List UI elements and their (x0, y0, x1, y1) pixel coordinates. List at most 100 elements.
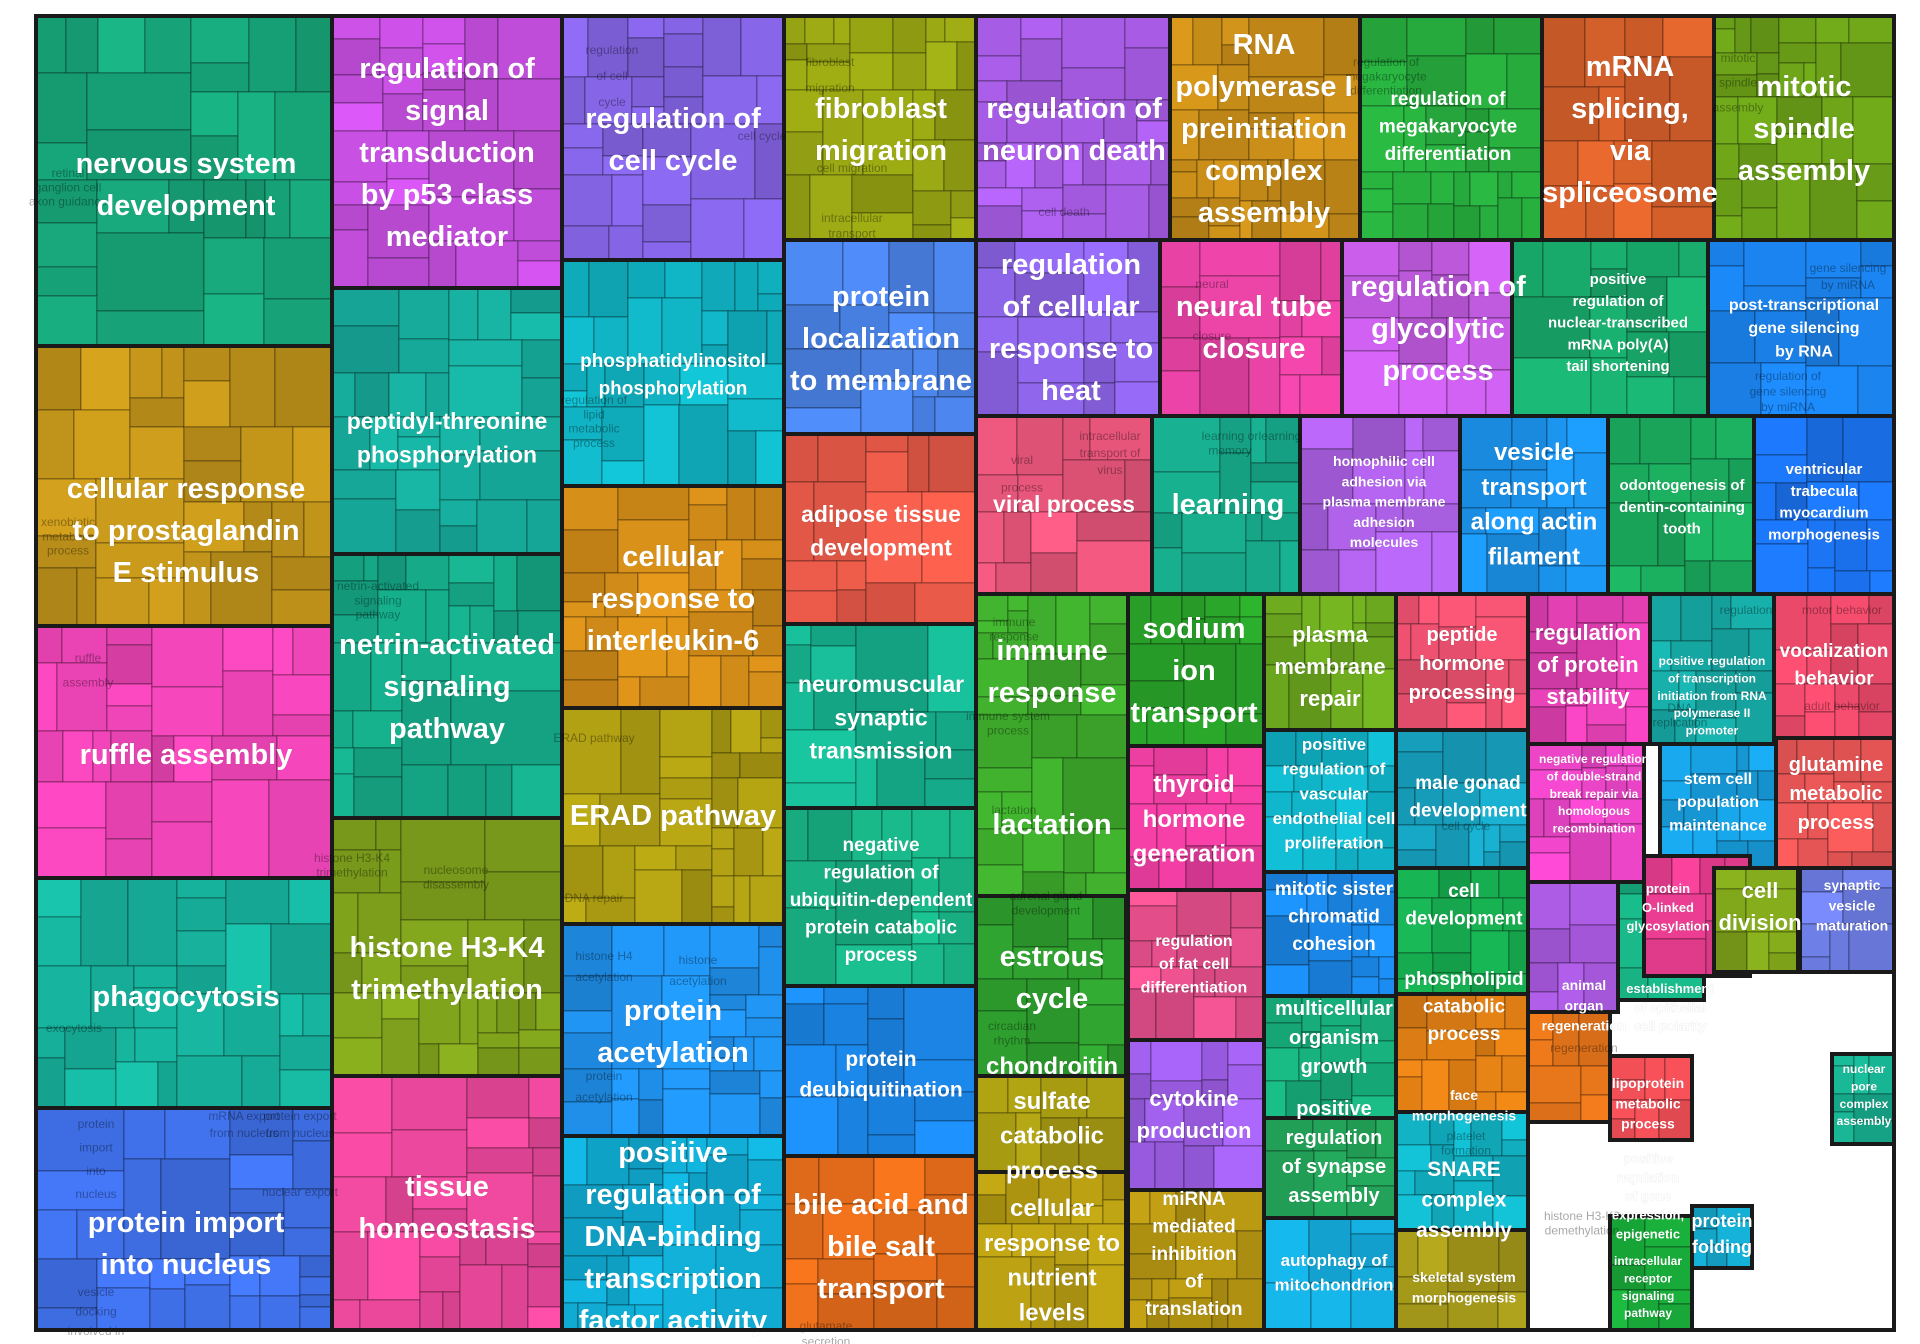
treemap-subterm-label: protein acetylation (575, 1069, 632, 1104)
treemap-cell (1475, 616, 1529, 661)
treemap-cell (593, 316, 629, 365)
treemap-cell (1483, 851, 1501, 869)
treemap-cell (1493, 15, 1543, 55)
treemap-subterm-label: histone H4 acetylation (575, 949, 633, 984)
treemap-cell (1448, 1059, 1477, 1113)
treemap-cell (183, 551, 212, 627)
treemap-cell (701, 310, 729, 346)
treemap-cell (1470, 897, 1504, 932)
treemap-cell (1230, 785, 1265, 805)
treemap-cell (1410, 623, 1440, 661)
treemap-cell (331, 817, 377, 851)
treemap-group-label: stem cell population maintenance (1669, 771, 1767, 834)
treemap-cell (709, 1093, 761, 1137)
treemap-group (1772, 592, 1896, 740)
treemap-cell (1169, 159, 1198, 173)
treemap-cell (1643, 938, 1707, 977)
treemap-group (330, 1074, 564, 1332)
treemap-cell (1001, 791, 1033, 830)
treemap-cell (1263, 1022, 1303, 1049)
treemap-cell (395, 469, 441, 511)
treemap-cell (1430, 171, 1455, 205)
treemap-group (1394, 1110, 1530, 1232)
treemap-cell (229, 1107, 294, 1156)
treemap-cell (1569, 881, 1619, 926)
treemap-cell (755, 430, 785, 487)
treemap-cell (1263, 593, 1303, 615)
treemap-cell (561, 316, 595, 365)
treemap-group (1712, 866, 1800, 974)
treemap-cell (851, 174, 914, 214)
treemap-cell (292, 625, 333, 676)
treemap-cell (747, 1135, 785, 1161)
treemap-cell (354, 372, 390, 418)
treemap-cell (1778, 42, 1817, 64)
treemap-cell (144, 15, 192, 74)
treemap-cell (860, 348, 914, 382)
treemap-subterm-label: cell cycle (1442, 819, 1491, 833)
treemap-cell (331, 1299, 361, 1331)
treemap-group (782, 806, 978, 988)
treemap-cell (1651, 206, 1715, 241)
treemap-cell (466, 1075, 530, 1119)
treemap-subterm-label: cell death (1038, 205, 1089, 219)
treemap-cell (1392, 171, 1432, 205)
treemap-cell (975, 895, 1014, 926)
treemap-cell (97, 15, 146, 74)
treemap-subterm-label: learning (1259, 429, 1302, 443)
treemap-cell (783, 239, 844, 306)
treemap-cell (711, 848, 735, 877)
treemap-cell (1365, 593, 1397, 624)
treemap-cell (56, 662, 108, 732)
treemap-cell (975, 474, 1019, 513)
treemap-cell (1521, 197, 1543, 241)
treemap-cell (865, 451, 909, 493)
treemap-cell (1527, 1039, 1554, 1067)
treemap-cell (659, 798, 713, 847)
treemap-cell (1089, 593, 1129, 625)
treemap-cell (1310, 1282, 1352, 1331)
treemap-cell (527, 1266, 563, 1308)
treemap-group-label: protein import into nucleus (88, 1207, 285, 1281)
treemap-cell (517, 240, 563, 262)
treemap-cell (783, 59, 808, 91)
treemap-cell (783, 89, 824, 133)
treemap-cell (1673, 376, 1709, 417)
treemap-cell (176, 1055, 243, 1109)
treemap-cell (1323, 74, 1361, 114)
treemap-cell (706, 1154, 749, 1196)
treemap-cell (448, 339, 523, 367)
treemap-cell (1127, 889, 1178, 907)
treemap-cell (851, 807, 883, 862)
treemap-cell (739, 752, 785, 779)
treemap-group-label: vocalization behavior (1780, 641, 1889, 690)
treemap-group-label: netrin-activated signaling pathway (339, 629, 555, 745)
treemap-cell (1860, 239, 1895, 267)
treemap-cell (975, 1194, 1007, 1225)
treemap-cell (484, 817, 563, 873)
treemap-cell (1076, 714, 1129, 759)
treemap-cell (1015, 1112, 1042, 1173)
treemap-group-label: mitotic sister chromatid cohesion (1275, 879, 1394, 955)
treemap-cell (1076, 511, 1153, 542)
treemap-cell (561, 616, 587, 652)
treemap-cell (35, 625, 63, 664)
treemap-cell (476, 499, 528, 555)
treemap-cell (584, 76, 633, 125)
treemap-cell (638, 1068, 664, 1101)
treemap-cell (1715, 415, 1755, 460)
treemap-cell (1007, 593, 1029, 612)
treemap-cell (1616, 622, 1651, 690)
treemap-group-label: mRNA splicing, via spliceosome (1542, 51, 1718, 209)
treemap-subterm-label: regulation (1720, 603, 1773, 617)
treemap-group (330, 552, 564, 820)
treemap-cell (1590, 357, 1628, 417)
treemap-cell (274, 345, 333, 428)
treemap-cell (1442, 782, 1481, 826)
treemap-cell (299, 1276, 333, 1296)
treemap-cell (1352, 593, 1367, 624)
treemap-cell (1753, 543, 1809, 595)
treemap-cell (96, 1258, 151, 1289)
treemap-group (1648, 592, 1776, 746)
